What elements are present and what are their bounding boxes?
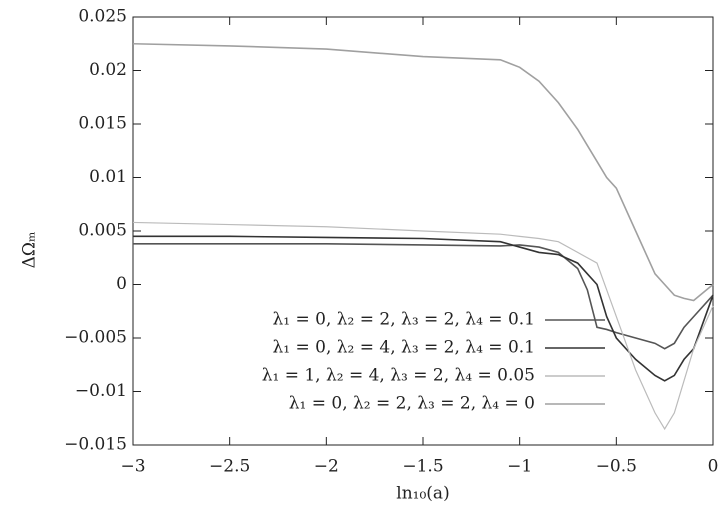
y-axis-label: ΔΩₘ: [20, 232, 40, 269]
series-line: [132, 42, 714, 302]
x-tick-label: 0: [708, 457, 719, 477]
series-line: [133, 235, 714, 382]
y-tick-label: −0.005: [64, 328, 127, 348]
y-tick-label: −0.015: [64, 435, 127, 455]
y-tick-label: −0.01: [75, 381, 127, 401]
x-tick-label: −0.5: [596, 457, 637, 477]
y-tick-label: 0.025: [78, 7, 127, 27]
legend-label: λ₁ = 0, λ₂ = 2, λ₃ = 2, λ₄ = 0: [289, 394, 535, 414]
y-tick-label: 0.005: [78, 221, 127, 241]
legend-label: λ₁ = 0, λ₂ = 2, λ₃ = 2, λ₄ = 0.1: [273, 310, 535, 330]
x-tick-label: −2: [314, 457, 339, 477]
y-tick-label: 0.015: [78, 114, 127, 134]
x-tick-label: −1.5: [402, 457, 443, 477]
y-tick-label: 0.02: [89, 60, 127, 80]
series-line: [133, 243, 714, 350]
legend-label: λ₁ = 0, λ₂ = 4, λ₃ = 2, λ₄ = 0.1: [273, 338, 535, 358]
y-tick-label: 0.01: [89, 167, 127, 187]
x-tick-label: −3: [120, 457, 145, 477]
legend-label: λ₁ = 1, λ₂ = 4, λ₃ = 2, λ₄ = 0.05: [262, 366, 535, 386]
x-tick-label: −1: [507, 457, 532, 477]
x-tick-label: −2.5: [209, 457, 250, 477]
x-axis-label: ln₁₀(a): [396, 484, 449, 504]
series-line: [132, 221, 714, 431]
y-tick-label: 0: [116, 274, 127, 294]
